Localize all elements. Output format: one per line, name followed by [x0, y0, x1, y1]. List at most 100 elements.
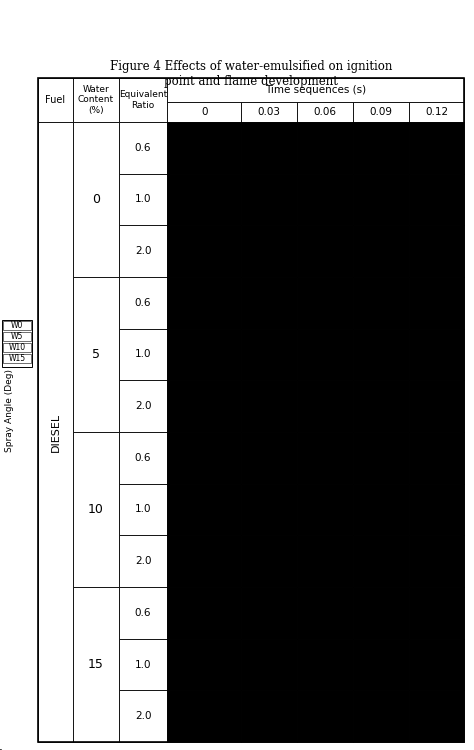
Bar	[297, 328, 353, 380]
Bar	[297, 380, 353, 432]
Bar	[241, 639, 297, 690]
Bar	[167, 225, 241, 277]
Bar	[241, 484, 297, 536]
Bar	[119, 587, 167, 639]
Bar	[409, 225, 465, 277]
Bar	[167, 122, 241, 174]
Text: 1.0: 1.0	[135, 350, 151, 359]
Bar	[241, 690, 297, 742]
Bar	[297, 639, 353, 690]
Text: W0: W0	[11, 321, 23, 330]
Bar	[241, 225, 297, 277]
Bar	[353, 174, 409, 225]
Bar	[167, 432, 241, 484]
Bar	[353, 432, 409, 484]
Text: 0: 0	[92, 193, 100, 206]
Bar	[353, 277, 409, 328]
Text: 0.6: 0.6	[135, 453, 151, 463]
Bar	[297, 277, 353, 328]
Text: DIESEL: DIESEL	[50, 413, 61, 452]
Text: Time sequences (s): Time sequences (s)	[265, 85, 366, 95]
Bar	[297, 587, 353, 639]
Bar	[409, 690, 465, 742]
Text: Water
Content
(%): Water Content (%)	[78, 85, 114, 115]
Bar	[297, 122, 353, 174]
Bar	[297, 690, 353, 742]
Bar	[38, 78, 464, 742]
Bar	[167, 536, 241, 587]
Bar	[297, 639, 353, 690]
Bar	[241, 536, 297, 587]
Bar	[119, 78, 167, 122]
Bar	[167, 690, 241, 742]
Bar	[167, 122, 241, 174]
Bar	[297, 122, 353, 174]
Bar	[297, 432, 353, 484]
Bar	[167, 639, 241, 690]
Bar	[241, 328, 297, 380]
Text: 0: 0	[201, 107, 208, 117]
Bar	[297, 536, 353, 587]
Text: Fuel: Fuel	[46, 95, 65, 105]
Bar	[119, 484, 167, 536]
Bar	[353, 225, 409, 277]
Bar	[73, 78, 119, 122]
Bar	[353, 690, 409, 742]
Bar	[353, 380, 409, 432]
Bar	[353, 639, 409, 690]
Bar	[409, 536, 465, 587]
Bar	[297, 225, 353, 277]
Bar	[297, 174, 353, 225]
Bar	[353, 380, 409, 432]
Bar	[353, 536, 409, 587]
Text: 1.0: 1.0	[135, 659, 151, 670]
Bar	[409, 432, 465, 484]
Text: 2.0: 2.0	[135, 246, 151, 256]
Bar	[119, 277, 167, 328]
Bar	[297, 536, 353, 587]
Bar	[409, 122, 465, 174]
Bar	[167, 587, 241, 639]
Bar	[353, 122, 409, 174]
Bar	[353, 328, 409, 380]
Bar	[297, 690, 353, 742]
Text: 2.0: 2.0	[135, 711, 151, 722]
Bar	[167, 484, 241, 536]
Text: 0.09: 0.09	[369, 107, 392, 117]
Text: 5: 5	[92, 348, 100, 361]
Bar	[119, 174, 167, 225]
Bar	[409, 484, 465, 536]
Bar	[409, 122, 465, 174]
Bar	[297, 102, 353, 122]
Text: Spray Angle (Deg): Spray Angle (Deg)	[6, 368, 15, 452]
Bar	[353, 174, 409, 225]
Text: 10: 10	[88, 503, 104, 516]
Bar	[167, 690, 241, 742]
Text: Equivalent
Ratio: Equivalent Ratio	[119, 90, 167, 110]
Bar	[409, 639, 465, 690]
Bar	[241, 225, 297, 277]
Bar	[409, 639, 465, 690]
Text: 0.6: 0.6	[135, 298, 151, 307]
Text: 0.6: 0.6	[135, 142, 151, 153]
Bar	[297, 174, 353, 225]
Bar	[167, 639, 241, 690]
Bar	[119, 380, 167, 432]
Bar	[353, 587, 409, 639]
Text: 1.0: 1.0	[135, 194, 151, 205]
Bar	[73, 277, 119, 432]
Bar	[409, 587, 465, 639]
Bar	[119, 225, 167, 277]
Bar	[409, 174, 465, 225]
Bar	[241, 122, 297, 174]
Bar	[167, 225, 241, 277]
Bar	[409, 690, 465, 742]
Bar	[73, 122, 119, 277]
Bar	[241, 328, 297, 380]
Bar	[241, 277, 297, 328]
Text: W5: W5	[11, 332, 23, 341]
Bar	[3, 332, 31, 341]
Bar	[297, 277, 353, 328]
Text: W10: W10	[9, 343, 26, 352]
Bar	[241, 277, 297, 328]
